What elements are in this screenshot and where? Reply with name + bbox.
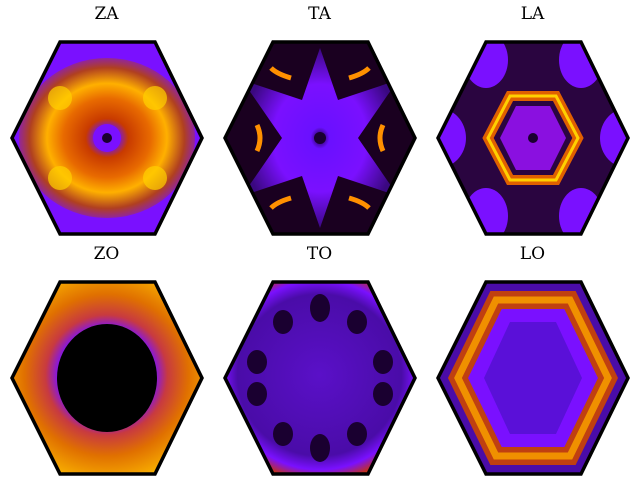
heatmap-to xyxy=(223,280,417,476)
heatmap-ta xyxy=(223,40,417,236)
panel-to: TO xyxy=(213,240,426,480)
panel-title-ta: TA xyxy=(308,4,331,24)
panel-title-za: ZA xyxy=(94,4,119,24)
heatmap-lo xyxy=(436,280,630,476)
heatmap-zo xyxy=(10,280,204,476)
heatmap-za xyxy=(10,40,204,236)
panel-la: LA xyxy=(426,0,639,240)
panel-title-lo: LO xyxy=(519,244,546,264)
panel-title-la: LA xyxy=(520,4,545,24)
panel-za: ZA xyxy=(0,0,213,240)
panel-title-zo: ZO xyxy=(93,244,120,264)
heatmap-la xyxy=(436,40,630,236)
panel-lo: LO xyxy=(426,240,639,480)
panel-zo: ZO xyxy=(0,240,213,480)
panel-title-to: TO xyxy=(306,244,333,264)
panel-ta: TA xyxy=(213,0,426,240)
